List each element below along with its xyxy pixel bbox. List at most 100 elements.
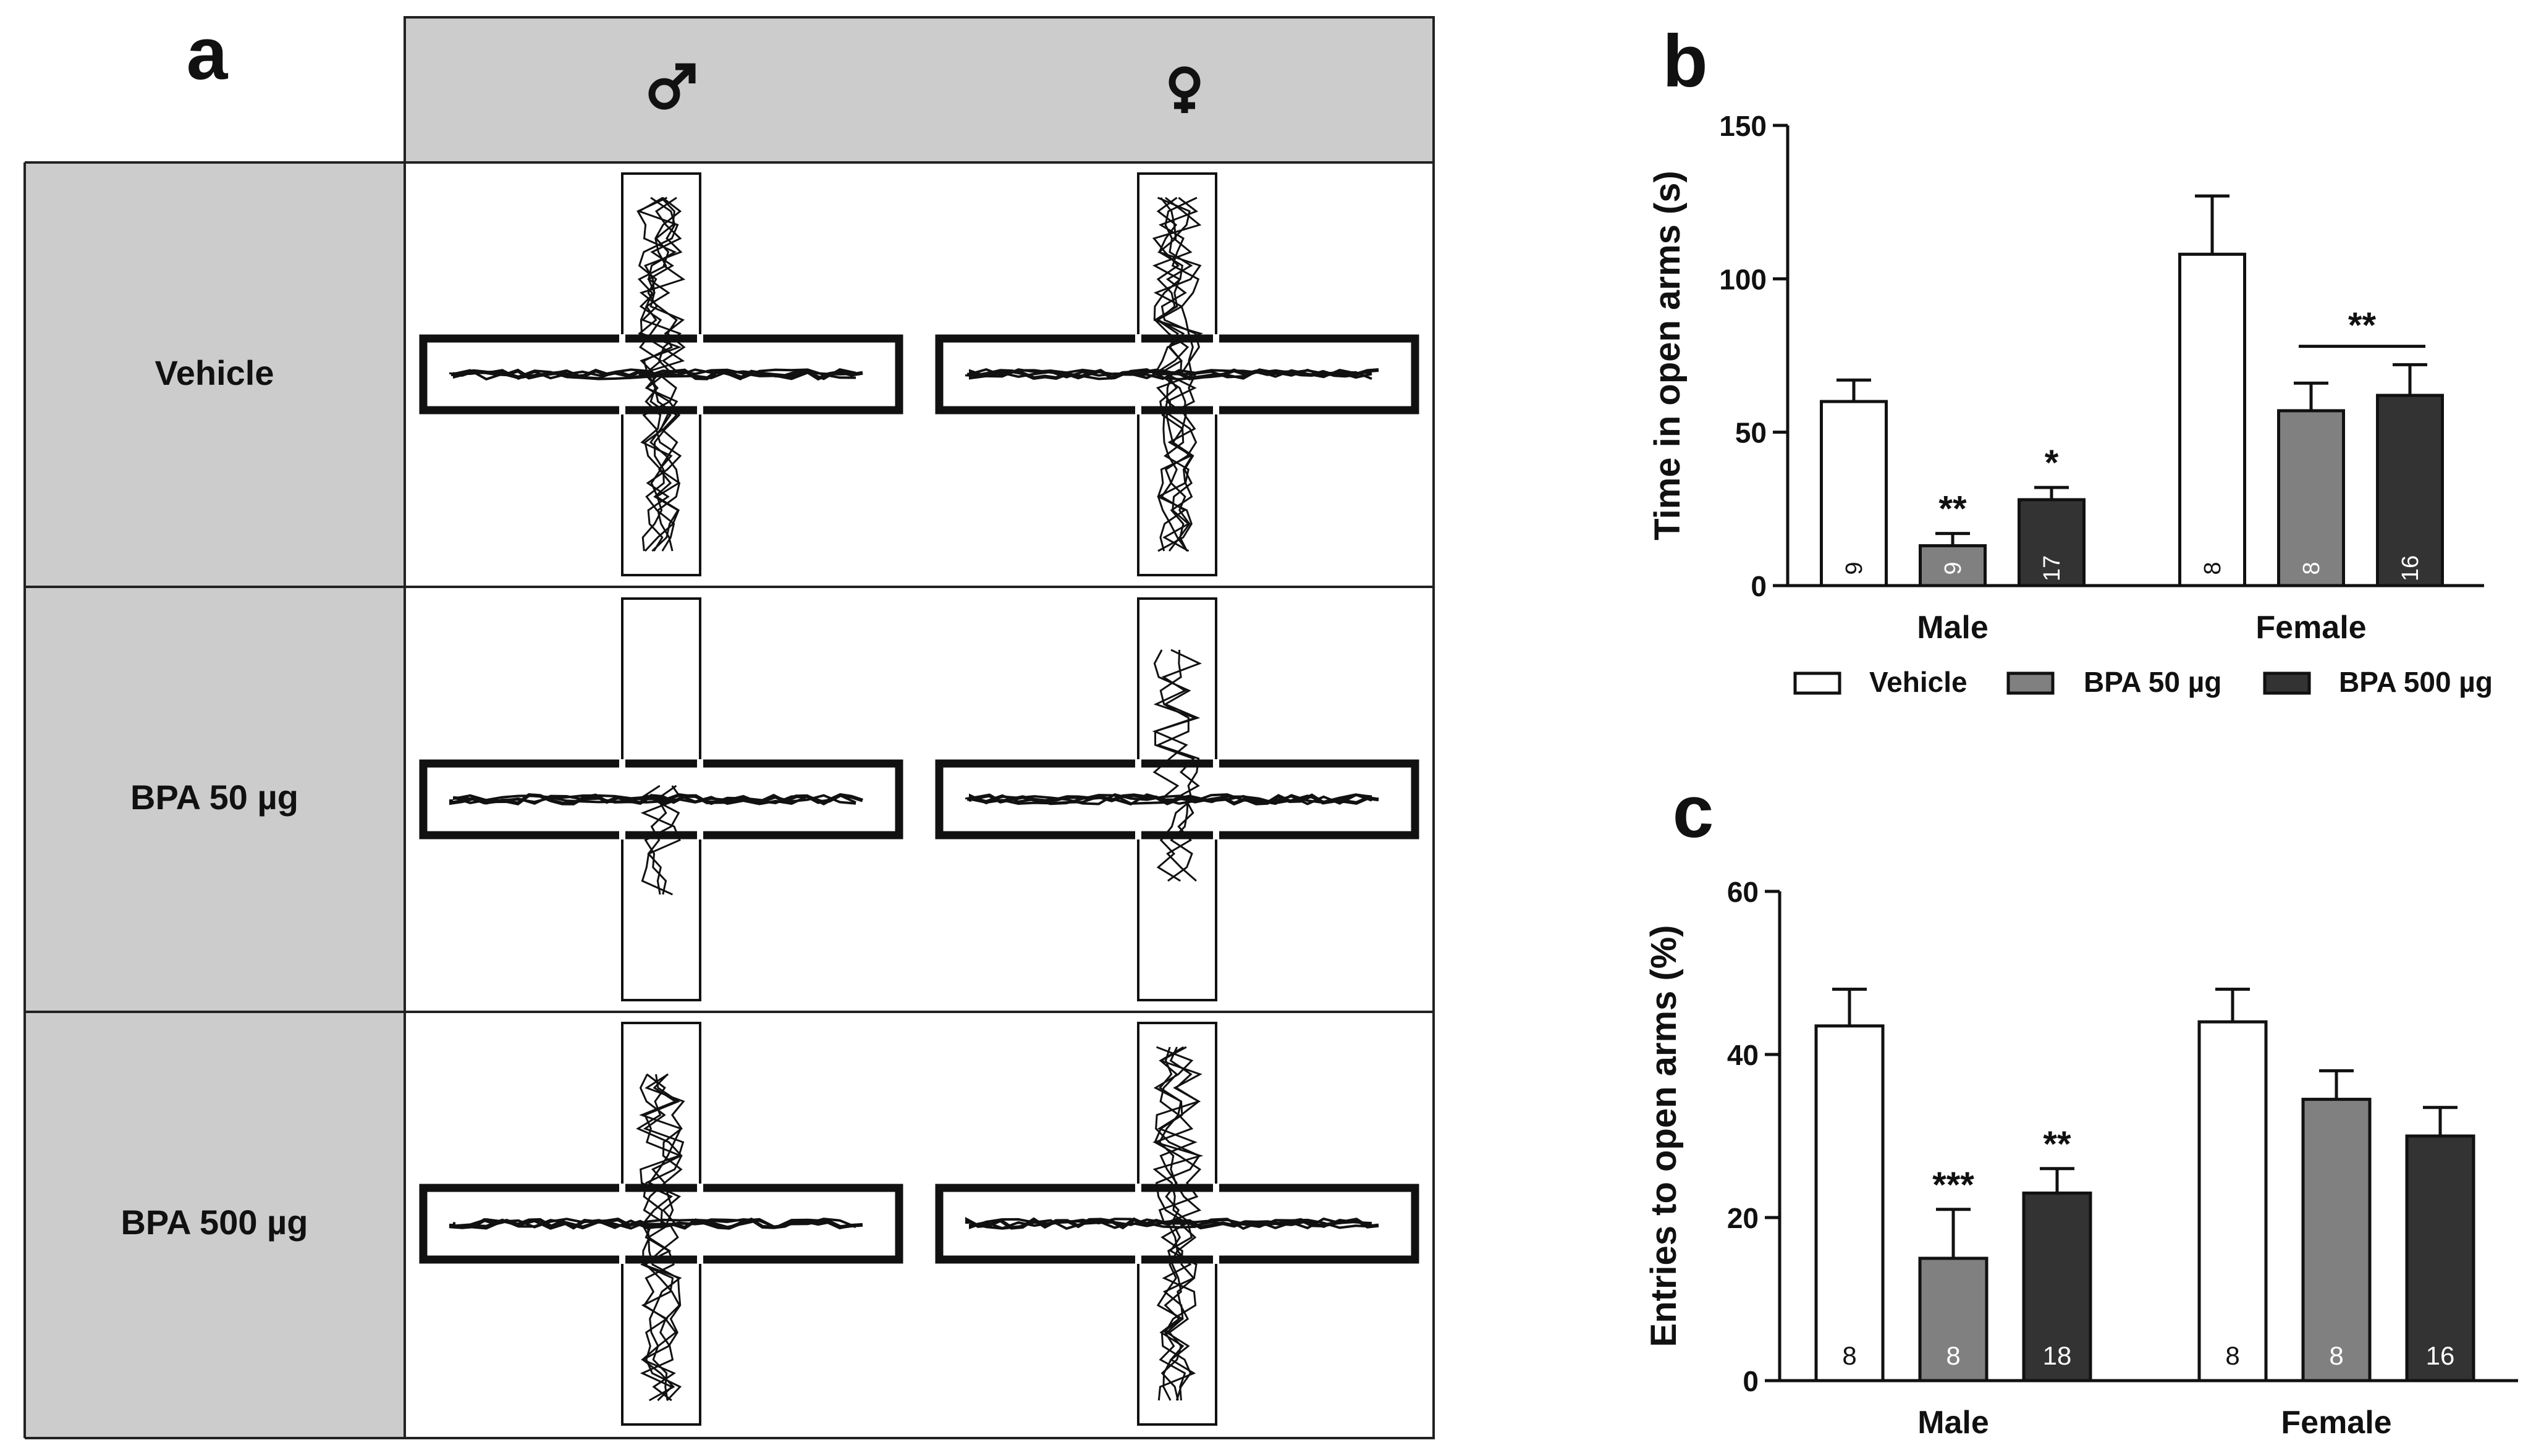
track-path xyxy=(965,368,1379,381)
track-path xyxy=(644,798,680,895)
column-header-male: ♂ xyxy=(701,112,718,138)
female-symbol-icon xyxy=(1169,66,1201,113)
track-path xyxy=(1156,1222,1196,1401)
maze-bpa-50-male xyxy=(419,597,903,1001)
track-path xyxy=(640,1222,682,1401)
y-tick-label: 50 xyxy=(1735,417,1767,449)
n-label: 18 xyxy=(2043,1341,2072,1370)
row-label-bpa-500: BPA 500 µg xyxy=(120,1203,308,1242)
group-label-male: Male xyxy=(1917,610,1989,646)
group-label-male: Male xyxy=(1917,1405,1989,1441)
track-path xyxy=(638,196,685,376)
bar-vehicle-male xyxy=(1820,400,1888,587)
legend-swatch-bpa-500 xyxy=(2263,671,2311,695)
track-path xyxy=(640,1222,682,1402)
track-path xyxy=(969,368,1372,381)
bar-bpa-500-female xyxy=(2405,1134,2475,1382)
track-path xyxy=(639,1074,685,1225)
group-label-female: Female xyxy=(2255,610,2366,646)
bar-vehicle-male xyxy=(1814,1024,1885,1382)
group-label-female: Female xyxy=(2281,1405,2391,1441)
male-symbol-icon xyxy=(648,63,696,110)
y-tick-label: 0 xyxy=(1751,570,1767,602)
bar-bpa-500-male xyxy=(2018,498,2086,587)
chart-b: 0 50 100 150 Time in open arms (s) 9 9 17 Male 8 8… xyxy=(1647,110,2484,646)
n-label: 9 xyxy=(1940,562,1966,574)
n-label: 8 xyxy=(2225,1341,2239,1370)
track-path xyxy=(1159,373,1193,552)
n-label: 8 xyxy=(2299,562,2325,574)
maze-bpa-50-female xyxy=(935,597,1419,1001)
n-label: 17 xyxy=(2039,555,2065,581)
legend-swatch-bpa-50 xyxy=(2006,671,2055,695)
maze-bpa-500-female xyxy=(935,1022,1419,1426)
panel-b: b 0 50 100 150 Time in open arms (s) 9 9 17 Male… xyxy=(1647,20,2484,646)
track-path xyxy=(1153,649,1201,801)
track-path xyxy=(641,1222,682,1402)
track-path xyxy=(969,1217,1372,1230)
track-path xyxy=(1159,1222,1193,1401)
track-path xyxy=(449,793,863,806)
track-path xyxy=(641,1222,677,1402)
panel-c-label: c xyxy=(1673,770,1714,853)
significance-marker: ** xyxy=(1938,489,1967,529)
track-path xyxy=(1159,373,1186,552)
y-axis-label: Entries to open arms (%) xyxy=(1644,925,1684,1347)
y-tick-label: 100 xyxy=(1719,263,1767,295)
track-path xyxy=(645,373,681,552)
n-label: 16 xyxy=(2426,1341,2455,1370)
maze-vehicle-male xyxy=(419,172,903,576)
maze-grid xyxy=(419,172,1419,1426)
significance-marker: ** xyxy=(2348,306,2377,346)
y-tick-label: 0 xyxy=(1743,1365,1759,1397)
y-tick-label: 60 xyxy=(1727,876,1759,908)
n-label: 8 xyxy=(1842,1341,1856,1370)
n-label: 16 xyxy=(2398,555,2424,581)
track-path xyxy=(1156,373,1198,552)
row-label-band xyxy=(25,162,405,1438)
legend-label-bpa-50: BPA 50 µg xyxy=(2084,666,2221,698)
track-path xyxy=(643,1074,683,1225)
legend-label-vehicle: Vehicle xyxy=(1869,666,1968,698)
n-label: 8 xyxy=(1946,1341,1960,1370)
panel-a: a ♂ ♀ Vehicle BPA 50 µg BPA 500 xyxy=(23,12,1435,1439)
significance-marker: *** xyxy=(1932,1165,1974,1205)
track-path xyxy=(640,798,681,896)
y-tick-label: 40 xyxy=(1727,1039,1759,1071)
track-path xyxy=(643,196,685,376)
bar-vehicle-female xyxy=(2178,253,2246,587)
bar-bpa-50-female xyxy=(2277,409,2345,587)
bar-bpa-50-female xyxy=(2301,1098,2372,1382)
track-path xyxy=(636,196,682,376)
track-path xyxy=(1158,1046,1202,1225)
track-path xyxy=(1155,1046,1201,1225)
panel-a-label: a xyxy=(187,12,229,95)
track-path xyxy=(1156,373,1196,552)
track-path xyxy=(639,1073,682,1225)
y-tick-label: 150 xyxy=(1719,110,1767,142)
bar-bpa-500-male xyxy=(2022,1191,2092,1382)
bar-bpa-50-male xyxy=(1918,1256,1989,1382)
n-label: 8 xyxy=(2200,562,2226,574)
legend-label-bpa-500: BPA 500 µg xyxy=(2339,666,2493,698)
significance-marker: ** xyxy=(2043,1124,2071,1164)
panel-c: c 0 20 40 60 Entries to open arms (%) 8 8 18 Mal… xyxy=(1644,770,2518,1441)
y-axis-label: Time in open arms (s) xyxy=(1647,170,1688,540)
legend-swatch-vehicle xyxy=(1793,671,1841,695)
row-label-bpa-50: BPA 50 µg xyxy=(130,778,298,817)
significance-marker: * xyxy=(2045,443,2059,483)
track-path xyxy=(1160,1222,1196,1401)
track-path xyxy=(1152,1046,1204,1225)
track-path xyxy=(1153,197,1202,376)
bar-vehicle-female xyxy=(2197,1020,2268,1382)
track-path xyxy=(1167,798,1193,882)
maze-bpa-500-male xyxy=(419,1022,903,1426)
column-header-female: ♀ xyxy=(1211,112,1228,138)
panel-b-label: b xyxy=(1662,20,1707,103)
track-path xyxy=(642,373,682,552)
chart-c: 0 20 40 60 Entries to open arms (%) 8 8 18 Male 8… xyxy=(1644,876,2518,1441)
maze-vehicle-female xyxy=(935,172,1419,576)
track-path xyxy=(1159,1222,1197,1401)
row-label-vehicle: Vehicle xyxy=(154,353,274,392)
